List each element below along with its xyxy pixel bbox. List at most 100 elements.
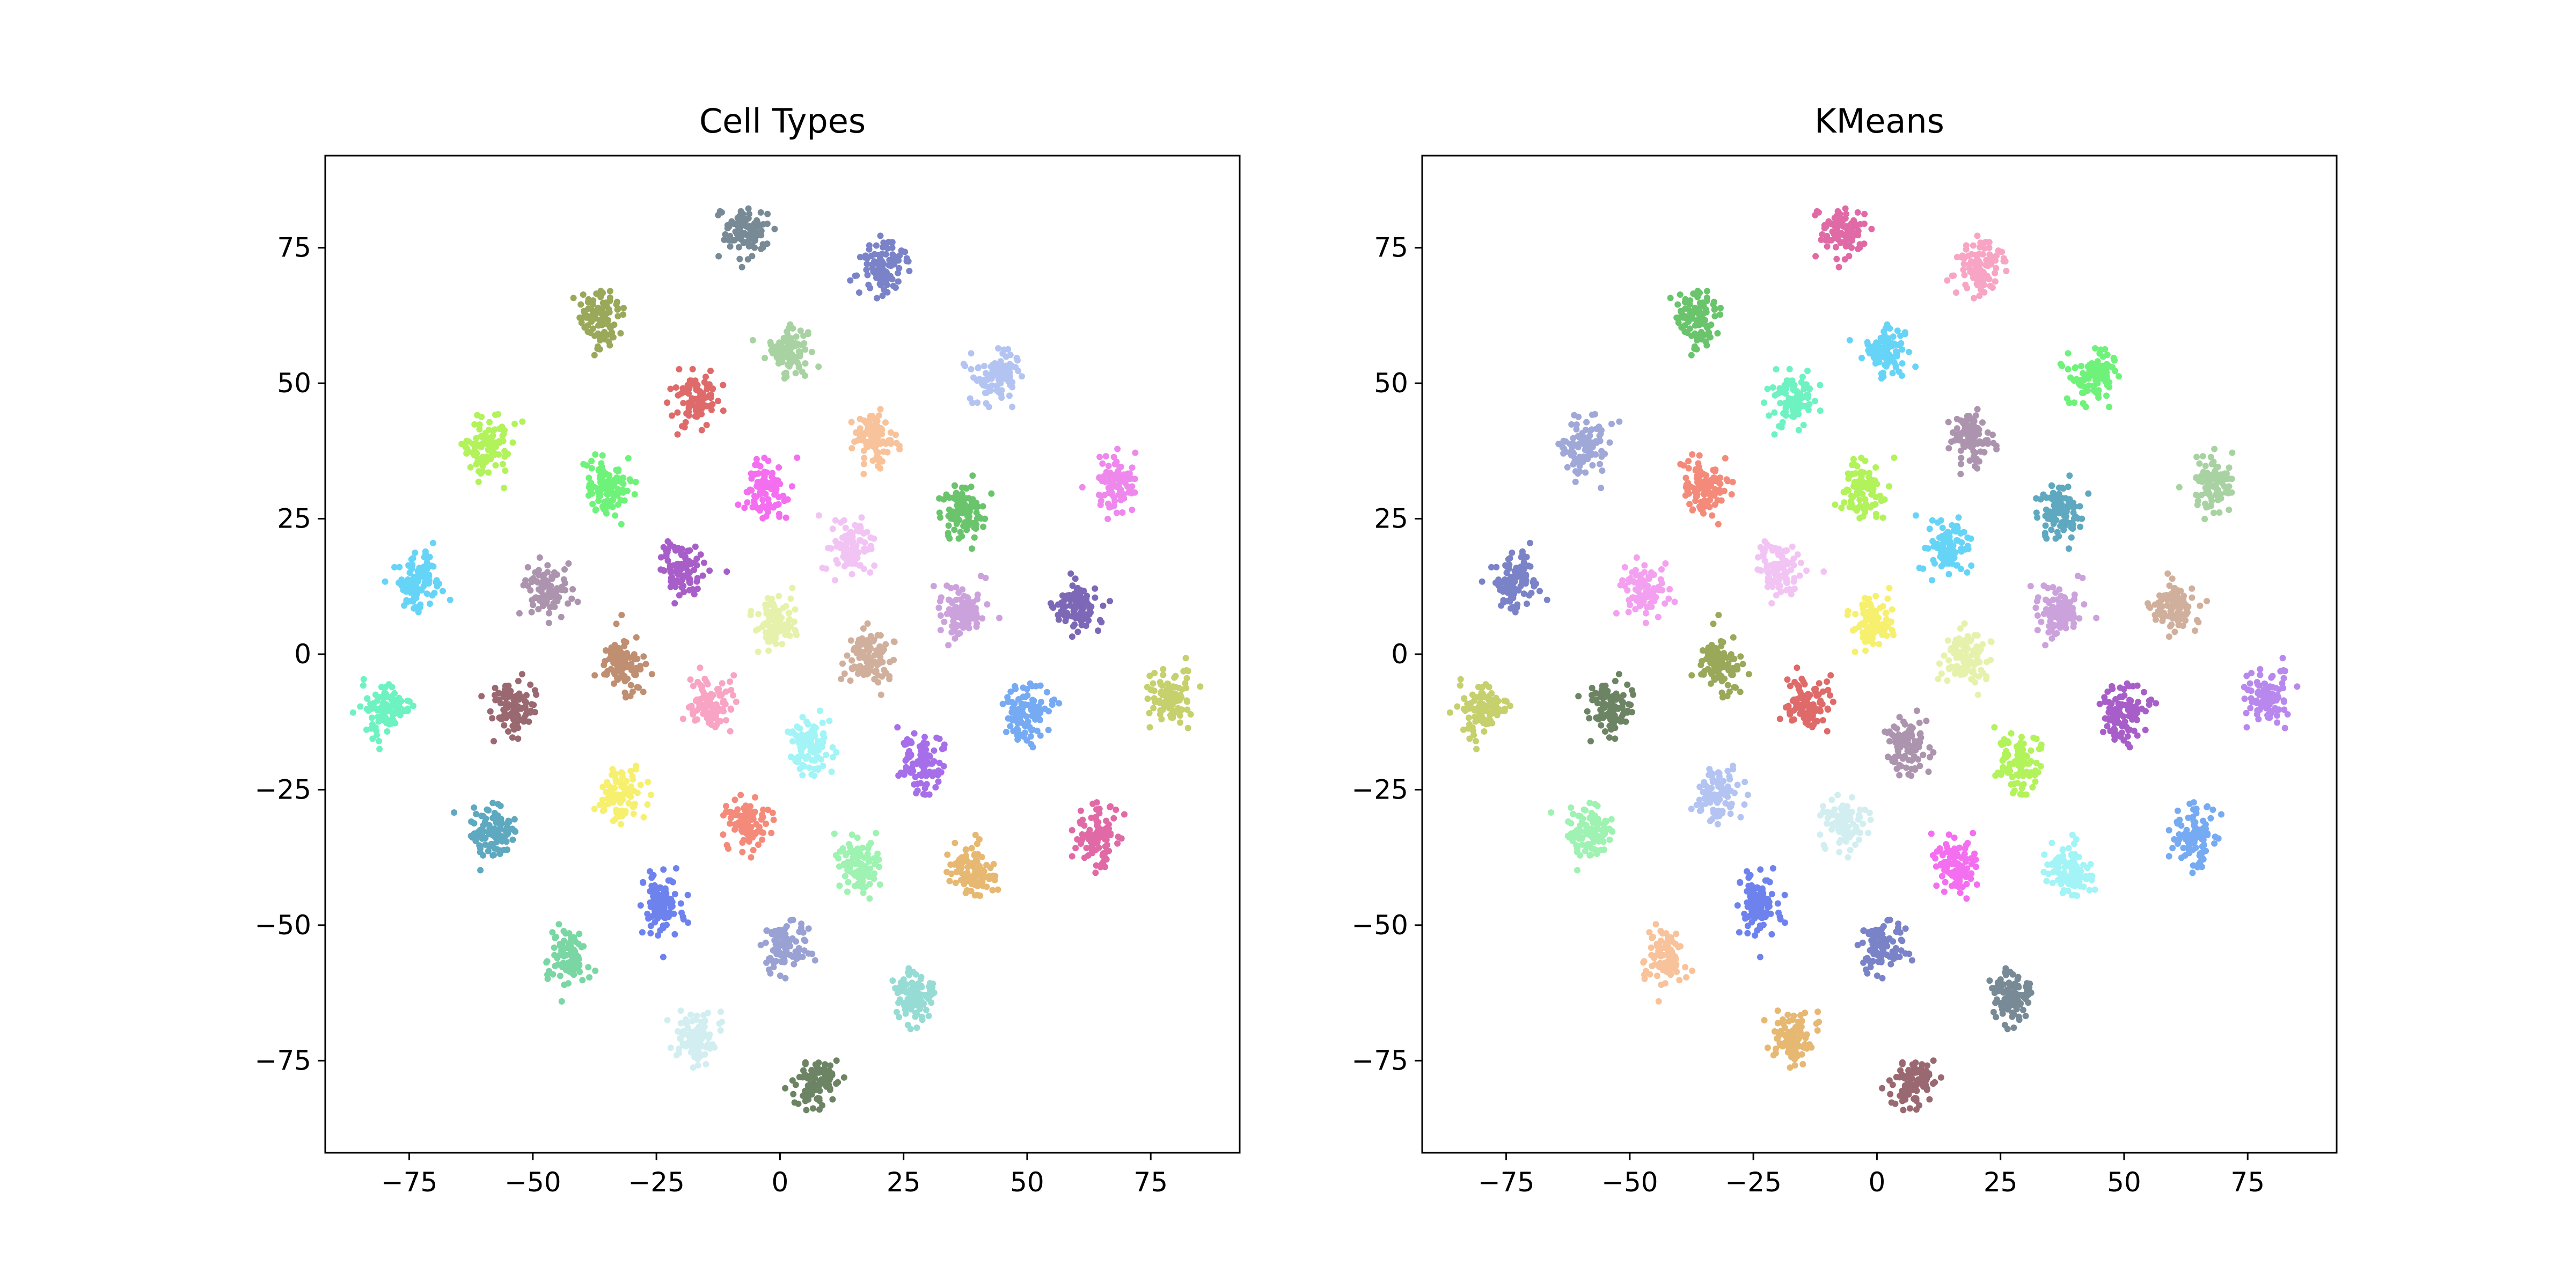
data-point: [555, 921, 562, 928]
data-point: [1601, 450, 1608, 457]
cluster-26: [999, 680, 1063, 751]
data-point: [879, 658, 886, 665]
data-point: [1096, 806, 1103, 813]
data-point: [921, 734, 928, 741]
data-point: [516, 610, 523, 617]
data-point: [881, 667, 888, 674]
data-point: [855, 636, 862, 643]
data-point: [1150, 705, 1157, 712]
data-point: [949, 623, 956, 630]
data-point: [415, 572, 421, 579]
data-point: [578, 319, 585, 326]
y-tick-label: −50: [254, 910, 311, 941]
data-point: [1960, 420, 1967, 427]
data-point: [421, 554, 428, 561]
data-point: [1073, 596, 1080, 603]
data-point: [1113, 806, 1119, 813]
data-point: [691, 591, 698, 598]
data-point: [856, 289, 862, 296]
data-point: [790, 1091, 797, 1097]
data-point: [840, 1074, 847, 1081]
data-point: [1832, 244, 1839, 251]
data-point: [620, 784, 627, 791]
cluster-4: [749, 321, 822, 382]
data-point: [1103, 841, 1110, 848]
data-point: [957, 529, 964, 536]
data-point: [895, 772, 902, 779]
data-point: [858, 514, 865, 521]
data-point: [859, 878, 866, 885]
data-point: [810, 1105, 816, 1112]
data-point: [715, 398, 721, 405]
data-point: [621, 672, 628, 679]
data-point: [1972, 463, 1978, 470]
data-point: [923, 772, 929, 779]
data-point: [1608, 420, 1615, 427]
data-point: [877, 440, 884, 447]
data-point: [816, 707, 823, 714]
data-point: [709, 386, 716, 393]
data-point: [624, 663, 631, 670]
chart-title: KMeans: [1814, 101, 1944, 141]
data-point: [849, 860, 856, 867]
data-point: [1150, 680, 1157, 687]
data-point: [1078, 621, 1085, 628]
data-point: [1560, 437, 1567, 444]
data-point: [752, 794, 758, 801]
data-point: [827, 1062, 834, 1069]
data-point: [479, 453, 486, 460]
data-point: [2216, 509, 2223, 516]
data-point: [757, 463, 764, 470]
data-point: [1103, 817, 1110, 824]
data-point: [851, 645, 858, 652]
data-point: [576, 314, 583, 321]
data-point: [873, 419, 880, 426]
data-point: [384, 705, 391, 712]
data-point: [707, 715, 714, 722]
data-point: [528, 576, 535, 583]
data-point: [689, 1048, 696, 1055]
data-point: [422, 548, 429, 555]
data-point: [945, 522, 952, 529]
data-point: [1093, 799, 1100, 806]
data-point: [642, 661, 649, 668]
data-point: [592, 506, 599, 513]
data-point: [1685, 458, 1692, 465]
data-point: [675, 1050, 682, 1057]
data-point: [535, 606, 542, 613]
data-point: [1129, 507, 1136, 513]
data-point: [832, 517, 839, 524]
data-point: [802, 1059, 809, 1066]
data-point: [689, 1028, 695, 1035]
data-point: [817, 1078, 824, 1085]
data-point: [712, 706, 719, 713]
data-point: [1159, 706, 1166, 713]
data-point: [961, 881, 968, 888]
data-point: [1187, 711, 1194, 718]
data-point: [549, 929, 556, 936]
data-point: [486, 825, 493, 832]
data-point: [509, 825, 516, 832]
data-point: [757, 942, 764, 948]
data-point: [613, 620, 620, 627]
data-point: [1592, 411, 1598, 418]
data-point: [2218, 495, 2224, 502]
data-point: [720, 382, 727, 389]
data-point: [1163, 686, 1170, 693]
data-point: [738, 815, 745, 822]
data-point: [871, 855, 877, 862]
data-point: [360, 676, 367, 683]
data-point: [2085, 374, 2092, 380]
data-point: [731, 796, 738, 803]
data-point: [616, 488, 623, 495]
data-point: [585, 305, 592, 312]
data-point: [2208, 502, 2214, 509]
data-point: [969, 545, 975, 552]
subplot-cell-types: Cell Types −75 −50 −25 0 25 50 75−75−50−250255…: [254, 101, 1241, 1198]
data-point: [2198, 492, 2205, 499]
data-point: [1782, 408, 1789, 415]
data-point: [2071, 399, 2078, 406]
data-point: [1079, 484, 1086, 491]
data-point: [1782, 399, 1789, 406]
data-point: [632, 479, 639, 486]
